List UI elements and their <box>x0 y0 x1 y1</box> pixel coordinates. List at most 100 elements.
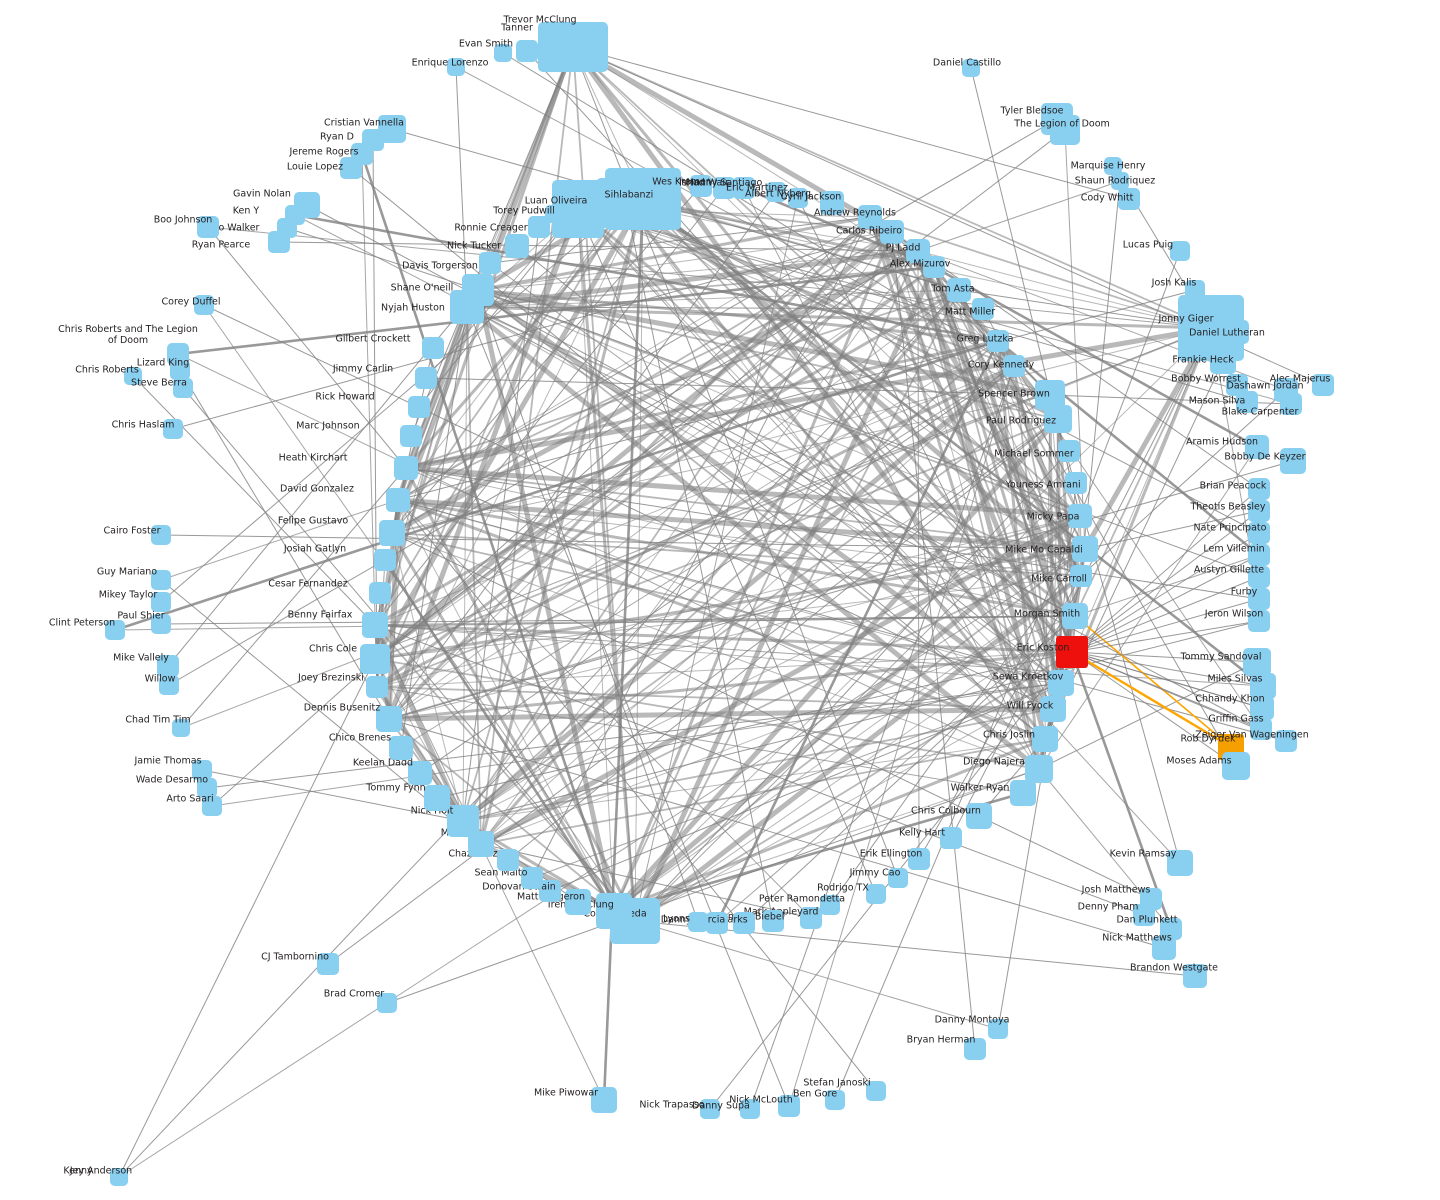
graph-node[interactable] <box>762 910 784 932</box>
graph-node[interactable] <box>192 760 212 780</box>
graph-node[interactable] <box>1170 241 1190 261</box>
graph-node[interactable] <box>1280 393 1302 415</box>
graph-node[interactable] <box>1070 565 1092 587</box>
graph-node[interactable] <box>377 993 397 1013</box>
graph-node[interactable] <box>1118 188 1140 210</box>
graph-node[interactable] <box>1003 355 1025 377</box>
graph-node[interactable] <box>1225 320 1249 344</box>
graph-node[interactable] <box>528 216 550 238</box>
graph-node[interactable] <box>167 343 189 365</box>
graph-node[interactable] <box>966 803 992 829</box>
graph-node[interactable] <box>151 570 171 590</box>
graph-node[interactable] <box>408 761 432 785</box>
graph-node[interactable] <box>1275 730 1297 752</box>
graph-node[interactable] <box>379 520 405 546</box>
graph-node[interactable] <box>1068 504 1092 528</box>
graph-node[interactable] <box>151 614 171 634</box>
graph-node[interactable] <box>962 59 980 77</box>
graph-node[interactable] <box>908 848 930 870</box>
graph-node[interactable] <box>366 676 388 698</box>
graph-node[interactable] <box>1183 964 1207 988</box>
graph-node[interactable] <box>394 456 418 480</box>
graph-node[interactable] <box>422 337 444 359</box>
graph-node[interactable] <box>479 252 501 274</box>
graph-node[interactable] <box>268 231 290 253</box>
graph-node[interactable] <box>596 178 656 228</box>
graph-node[interactable] <box>1056 636 1088 668</box>
graph-node[interactable] <box>386 488 410 512</box>
graph-node[interactable] <box>591 1087 617 1113</box>
graph-node[interactable] <box>825 1090 845 1110</box>
graph-node[interactable] <box>1210 348 1236 374</box>
graph-node[interactable] <box>447 805 479 837</box>
graph-node[interactable] <box>1065 472 1087 494</box>
graph-node[interactable] <box>194 295 214 315</box>
graph-node[interactable] <box>415 367 437 389</box>
graph-node[interactable] <box>124 367 142 385</box>
graph-node[interactable] <box>1248 500 1270 522</box>
graph-node[interactable] <box>1040 696 1066 722</box>
graph-node[interactable] <box>340 157 362 179</box>
graph-node[interactable] <box>1062 603 1088 629</box>
graph-node[interactable] <box>858 205 882 229</box>
graph-node[interactable] <box>494 44 512 62</box>
graph-node[interactable] <box>170 360 190 380</box>
graph-node[interactable] <box>151 525 171 545</box>
graph-node[interactable] <box>389 736 413 760</box>
graph-node[interactable] <box>447 58 465 76</box>
graph-node[interactable] <box>362 612 388 638</box>
graph-node[interactable] <box>424 785 450 811</box>
graph-node[interactable] <box>1226 374 1248 396</box>
graph-node[interactable] <box>197 778 217 798</box>
graph-node[interactable] <box>880 220 904 244</box>
graph-node[interactable] <box>157 655 179 677</box>
graph-node[interactable] <box>1048 670 1074 696</box>
graph-node[interactable] <box>987 330 1009 352</box>
graph-node[interactable] <box>202 796 222 816</box>
graph-node[interactable] <box>1222 752 1250 780</box>
graph-node[interactable] <box>596 893 632 929</box>
graph-node[interactable] <box>964 1038 986 1060</box>
graph-node[interactable] <box>690 175 712 197</box>
graph-node[interactable] <box>923 256 945 278</box>
graph-node[interactable] <box>521 867 543 889</box>
graph-node[interactable] <box>159 675 179 695</box>
graph-node[interactable] <box>688 912 708 932</box>
graph-node[interactable] <box>369 582 391 604</box>
graph-node[interactable] <box>408 396 430 418</box>
graph-node[interactable] <box>360 644 390 674</box>
graph-node[interactable] <box>1248 478 1270 500</box>
graph-node[interactable] <box>1032 726 1058 752</box>
graph-node[interactable] <box>317 953 339 975</box>
graph-node[interactable] <box>1312 374 1334 396</box>
graph-node[interactable] <box>740 1099 760 1119</box>
graph-node[interactable] <box>1152 936 1176 960</box>
graph-node[interactable] <box>766 182 786 202</box>
graph-node[interactable] <box>940 827 962 849</box>
graph-node[interactable] <box>1025 755 1053 783</box>
graph-node[interactable] <box>1236 391 1258 413</box>
graph-node[interactable] <box>505 234 529 258</box>
graph-node[interactable] <box>706 912 728 934</box>
graph-node[interactable] <box>820 895 840 915</box>
graph-node[interactable] <box>151 592 171 612</box>
graph-node[interactable] <box>173 378 193 398</box>
graph-node[interactable] <box>788 188 808 208</box>
graph-node[interactable] <box>172 719 190 737</box>
graph-node[interactable] <box>733 912 755 934</box>
graph-node[interactable] <box>713 177 735 199</box>
graph-node[interactable] <box>800 907 822 929</box>
graph-node[interactable] <box>1160 918 1182 940</box>
graph-node[interactable] <box>1111 172 1129 190</box>
graph-node[interactable] <box>516 40 538 62</box>
graph-node[interactable] <box>1243 648 1271 676</box>
graph-node[interactable] <box>1058 440 1080 462</box>
graph-node[interactable] <box>400 425 422 447</box>
graph-node[interactable] <box>1044 405 1072 433</box>
graph-node[interactable] <box>778 1095 800 1117</box>
graph-node[interactable] <box>1250 718 1272 740</box>
graph-node[interactable] <box>733 177 755 199</box>
graph-node[interactable] <box>1072 536 1098 562</box>
graph-node[interactable] <box>163 419 183 439</box>
